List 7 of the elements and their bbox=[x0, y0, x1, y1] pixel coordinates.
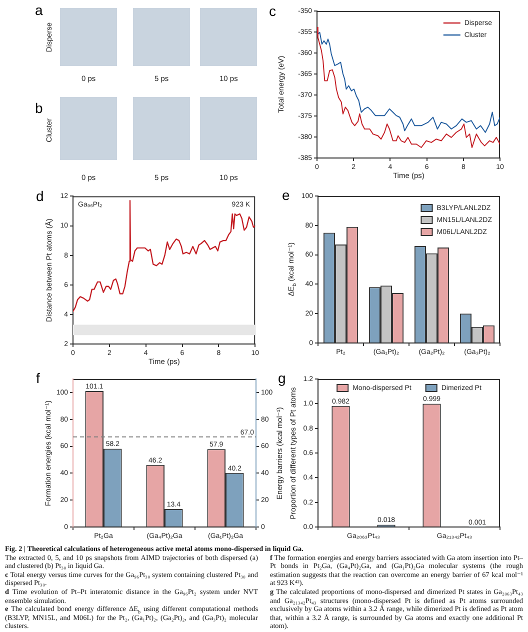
chart-title: f bbox=[36, 370, 40, 386]
chart-title: d bbox=[36, 188, 44, 204]
text: b bbox=[35, 100, 43, 116]
text: a bbox=[35, 2, 43, 18]
chart-title: g bbox=[278, 370, 286, 386]
chart-title: e bbox=[282, 187, 290, 203]
chart-title: c bbox=[269, 3, 276, 19]
